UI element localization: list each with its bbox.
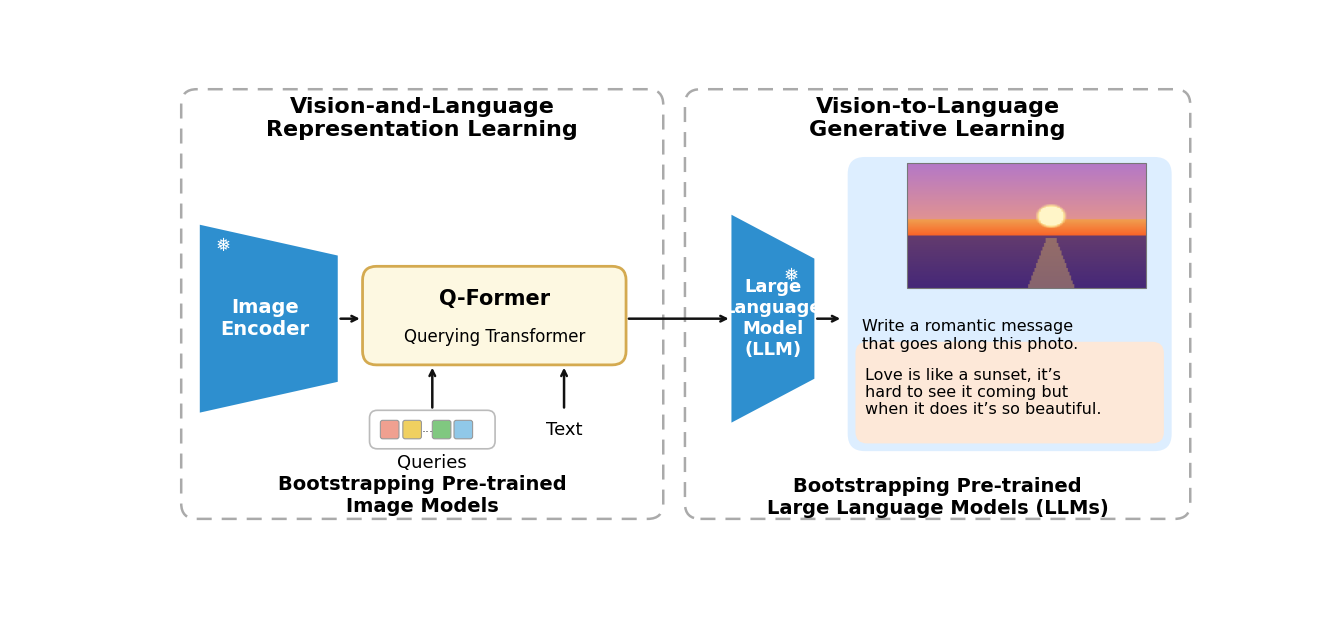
FancyBboxPatch shape [432, 420, 451, 439]
FancyBboxPatch shape [848, 157, 1172, 451]
Text: Queries: Queries [397, 455, 467, 472]
Polygon shape [199, 225, 337, 413]
Text: Bootstrapping Pre-trained
Large Language Models (LLMs): Bootstrapping Pre-trained Large Language… [767, 477, 1108, 518]
Text: ...: ... [421, 422, 434, 435]
Text: Text: Text [546, 421, 582, 438]
Text: Vision-and-Language
Representation Learning: Vision-and-Language Representation Learn… [266, 97, 578, 140]
Text: Q-Former: Q-Former [439, 289, 550, 309]
Text: ❅: ❅ [215, 237, 230, 256]
Text: Querying Transformer: Querying Transformer [404, 328, 585, 346]
Text: Bootstrapping Pre-trained
Image Models: Bootstrapping Pre-trained Image Models [278, 475, 566, 516]
FancyBboxPatch shape [855, 342, 1164, 443]
FancyBboxPatch shape [403, 420, 421, 439]
FancyBboxPatch shape [454, 420, 472, 439]
Text: Vision-to-Language
Generative Learning: Vision-to-Language Generative Learning [809, 97, 1066, 140]
Text: Large
Language
Model
(LLM): Large Language Model (LLM) [724, 278, 823, 359]
FancyBboxPatch shape [369, 410, 495, 449]
Polygon shape [732, 215, 815, 423]
Text: Love is like a sunset, it’s
hard to see it coming but
when it does it’s so beaut: Love is like a sunset, it’s hard to see … [864, 368, 1101, 418]
Text: ❅: ❅ [784, 266, 799, 284]
Text: Write a romantic message
that goes along this photo.: Write a romantic message that goes along… [862, 320, 1078, 352]
FancyBboxPatch shape [380, 420, 399, 439]
FancyBboxPatch shape [363, 266, 626, 365]
Text: Image
Encoder: Image Encoder [221, 298, 309, 339]
